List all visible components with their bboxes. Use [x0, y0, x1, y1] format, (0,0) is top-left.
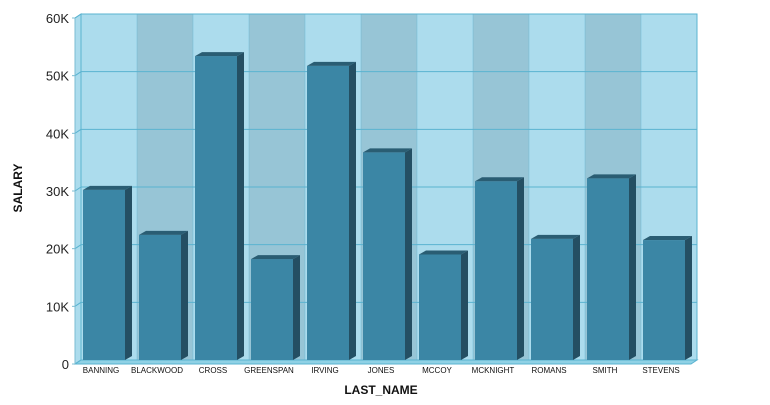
bar-side — [293, 255, 300, 360]
y-tick-label: 60K — [46, 11, 69, 26]
bar — [195, 56, 237, 360]
bar-side — [629, 174, 636, 360]
x-tick-label: JONES — [368, 366, 395, 375]
bar-group — [475, 177, 524, 360]
x-tick-label: BANNING — [83, 366, 119, 375]
x-tick-label: CROSS — [199, 366, 227, 375]
bar-side — [349, 61, 356, 361]
y-tick-label: 20K — [46, 242, 69, 257]
bar-top — [307, 61, 356, 66]
bar — [419, 254, 461, 360]
bar-group — [363, 148, 412, 360]
y-tick-label: 0 — [62, 357, 69, 372]
grid-line-depth — [74, 359, 82, 365]
x-tick-label: BLACKWOOD — [131, 366, 183, 375]
x-tick-label: STEVENS — [642, 366, 679, 375]
bar-group — [139, 230, 188, 360]
x-tick-label: IRVING — [311, 366, 338, 375]
bar-top — [475, 177, 524, 182]
bar-top — [251, 255, 300, 260]
x-tick-label: MCKNIGHT — [472, 366, 515, 375]
bar-group — [531, 234, 580, 360]
bar-top — [83, 185, 132, 190]
bar-top — [419, 250, 468, 255]
bar — [83, 189, 125, 360]
bar — [587, 178, 629, 360]
x-tick-label: ROMANS — [531, 366, 566, 375]
bar-side — [237, 52, 244, 360]
bar — [139, 234, 181, 360]
x-axis-ticks: BANNING BLACKWOOD CROSS GREENSPAN IRVING JONE… — [83, 366, 680, 375]
bar-side — [181, 230, 188, 360]
grid-line-depth — [74, 301, 82, 307]
x-axis-title: LAST_NAME — [344, 383, 417, 397]
x-tick-label: MCCOY — [422, 366, 452, 375]
bar-side — [685, 236, 692, 360]
bar-top — [195, 52, 244, 57]
bar-group — [307, 61, 356, 361]
bar-side — [125, 185, 132, 360]
bar-group — [195, 52, 244, 360]
bar-top — [587, 174, 636, 179]
bar — [251, 259, 293, 360]
bar — [643, 240, 685, 360]
bar-group — [643, 236, 692, 360]
bar-top — [643, 236, 692, 241]
bar — [363, 152, 405, 360]
grid-line-depth — [74, 128, 82, 134]
grid-line-depth — [74, 71, 82, 77]
bar-group — [251, 255, 300, 360]
bar-top — [139, 230, 188, 235]
y-tick-label: 50K — [46, 69, 69, 84]
bar — [307, 65, 349, 361]
bar-group — [587, 174, 636, 360]
bar-top — [363, 148, 412, 153]
grid-line-depth — [74, 186, 82, 192]
bar-side — [461, 250, 468, 360]
bar-side — [405, 148, 412, 360]
grid-line-depth — [74, 244, 82, 250]
grid-line-depth — [74, 13, 82, 19]
bar-side — [517, 177, 524, 360]
y-axis-ticks: 0 10K 20K 30K 40K 50K 60K — [46, 11, 75, 372]
bar — [531, 238, 573, 360]
bar-group — [83, 185, 132, 360]
bar — [475, 181, 517, 360]
x-tick-label: SMITH — [593, 366, 618, 375]
y-tick-label: 10K — [46, 299, 69, 314]
bar-group — [419, 250, 468, 360]
bar-side — [573, 234, 580, 360]
plot-floor — [73, 359, 699, 365]
y-tick-label: 30K — [46, 184, 69, 199]
y-tick-label: 40K — [46, 126, 69, 141]
bars — [83, 52, 692, 361]
bar-top — [531, 234, 580, 239]
y-axis-title: SALARY — [11, 164, 25, 213]
x-tick-label: GREENSPAN — [244, 366, 294, 375]
